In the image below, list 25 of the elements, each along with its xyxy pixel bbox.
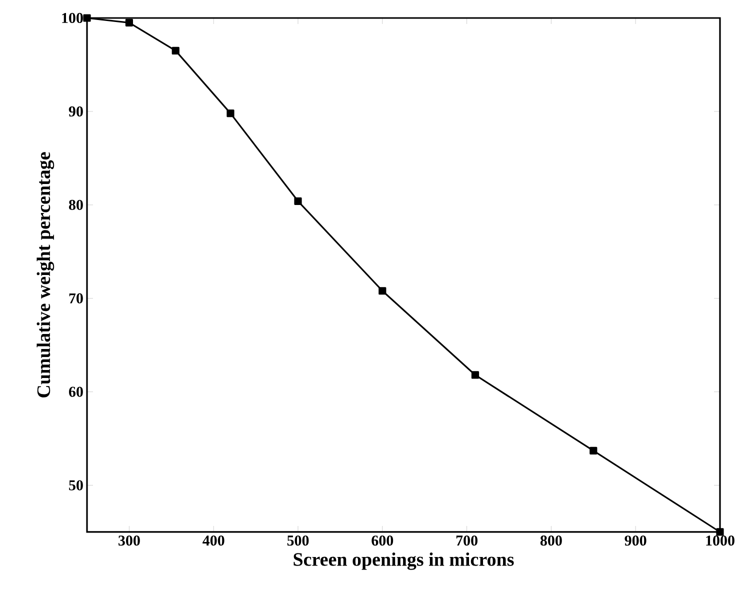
point — [378, 287, 386, 295]
y-axis-title: Cumulative weight percentage — [36, 152, 54, 398]
y-tick-label: 80 — [68, 200, 83, 210]
x-tick-label: 700 — [456, 536, 478, 546]
y-tick-label: 70 — [69, 293, 83, 304]
point — [590, 446, 598, 454]
x-tick-label: 400 — [202, 536, 224, 546]
x-tick-label: 500 — [287, 536, 309, 546]
point — [294, 197, 302, 205]
y-tick-label: 100 — [62, 12, 83, 24]
x-tick-label: 1000 — [706, 536, 734, 546]
point — [125, 18, 134, 26]
y-tick-label: 60 — [68, 386, 83, 397]
x-tick-label: 600 — [372, 536, 394, 546]
point — [226, 110, 234, 118]
y-tick-label: 90 — [68, 106, 83, 117]
y-tick-label: 50 — [69, 480, 83, 490]
x-tick-label: 900 — [624, 536, 646, 546]
x-tick-label: 800 — [540, 536, 562, 546]
point — [172, 46, 180, 55]
x-tick-label: 300 — [118, 536, 140, 546]
x-axis-title: Screen openings in microns — [294, 552, 514, 570]
point — [83, 14, 91, 22]
point — [716, 528, 724, 536]
point — [471, 371, 480, 379]
